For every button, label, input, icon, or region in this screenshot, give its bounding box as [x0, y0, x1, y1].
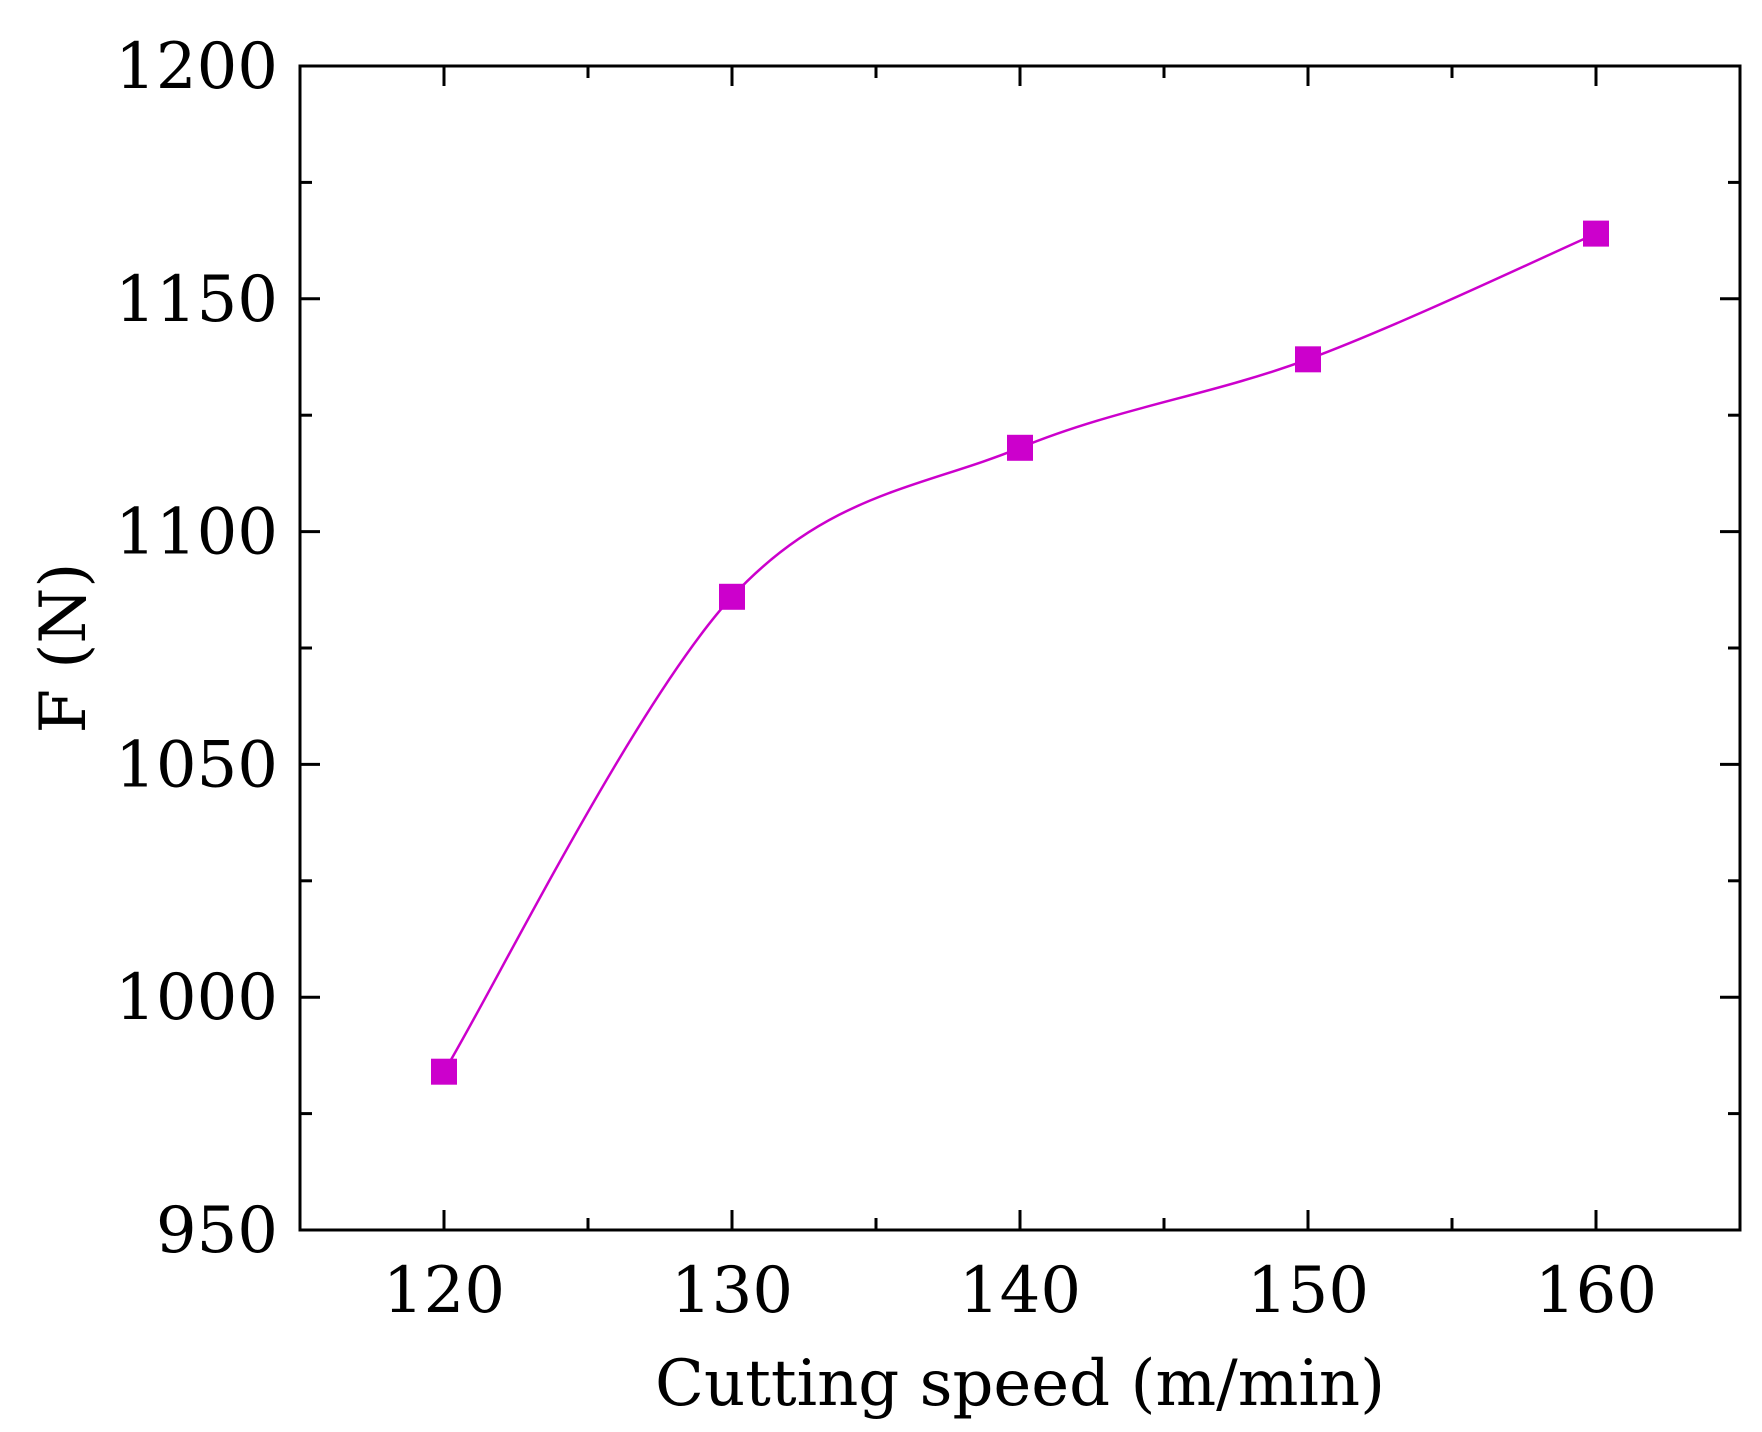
- y-axis-title: F (N): [27, 563, 101, 734]
- y-tick-label: 1150: [115, 263, 278, 337]
- data-point-marker: [1583, 220, 1609, 247]
- y-tick-label: 1050: [115, 728, 278, 802]
- x-tick-label: 150: [1247, 1254, 1369, 1328]
- tick-labels: 120 130 140 150 160 950 1000 1050 1100 1150 1200: [115, 30, 1657, 1328]
- data-point-marker: [1295, 346, 1321, 373]
- data-markers: [431, 220, 1609, 1085]
- data-point-marker: [719, 583, 745, 610]
- data-point-marker: [431, 1058, 457, 1085]
- x-tick-label: 160: [1535, 1254, 1657, 1328]
- plot-frame: [298, 64, 1742, 1232]
- y-tick-label: 950: [156, 1194, 278, 1268]
- x-axis-title: Cutting speed (m/min): [655, 1347, 1385, 1421]
- series-line: [442, 232, 1597, 1073]
- y-tick-label: 1200: [115, 30, 278, 104]
- x-tick-label: 120: [383, 1254, 505, 1328]
- data-point-marker: [1007, 434, 1033, 461]
- x-tick-label: 140: [959, 1254, 1081, 1328]
- y-tick-label: 1000: [115, 961, 278, 1035]
- y-tick-label: 1100: [115, 496, 278, 570]
- ticks: [300, 64, 1740, 1232]
- x-tick-label: 130: [671, 1254, 793, 1328]
